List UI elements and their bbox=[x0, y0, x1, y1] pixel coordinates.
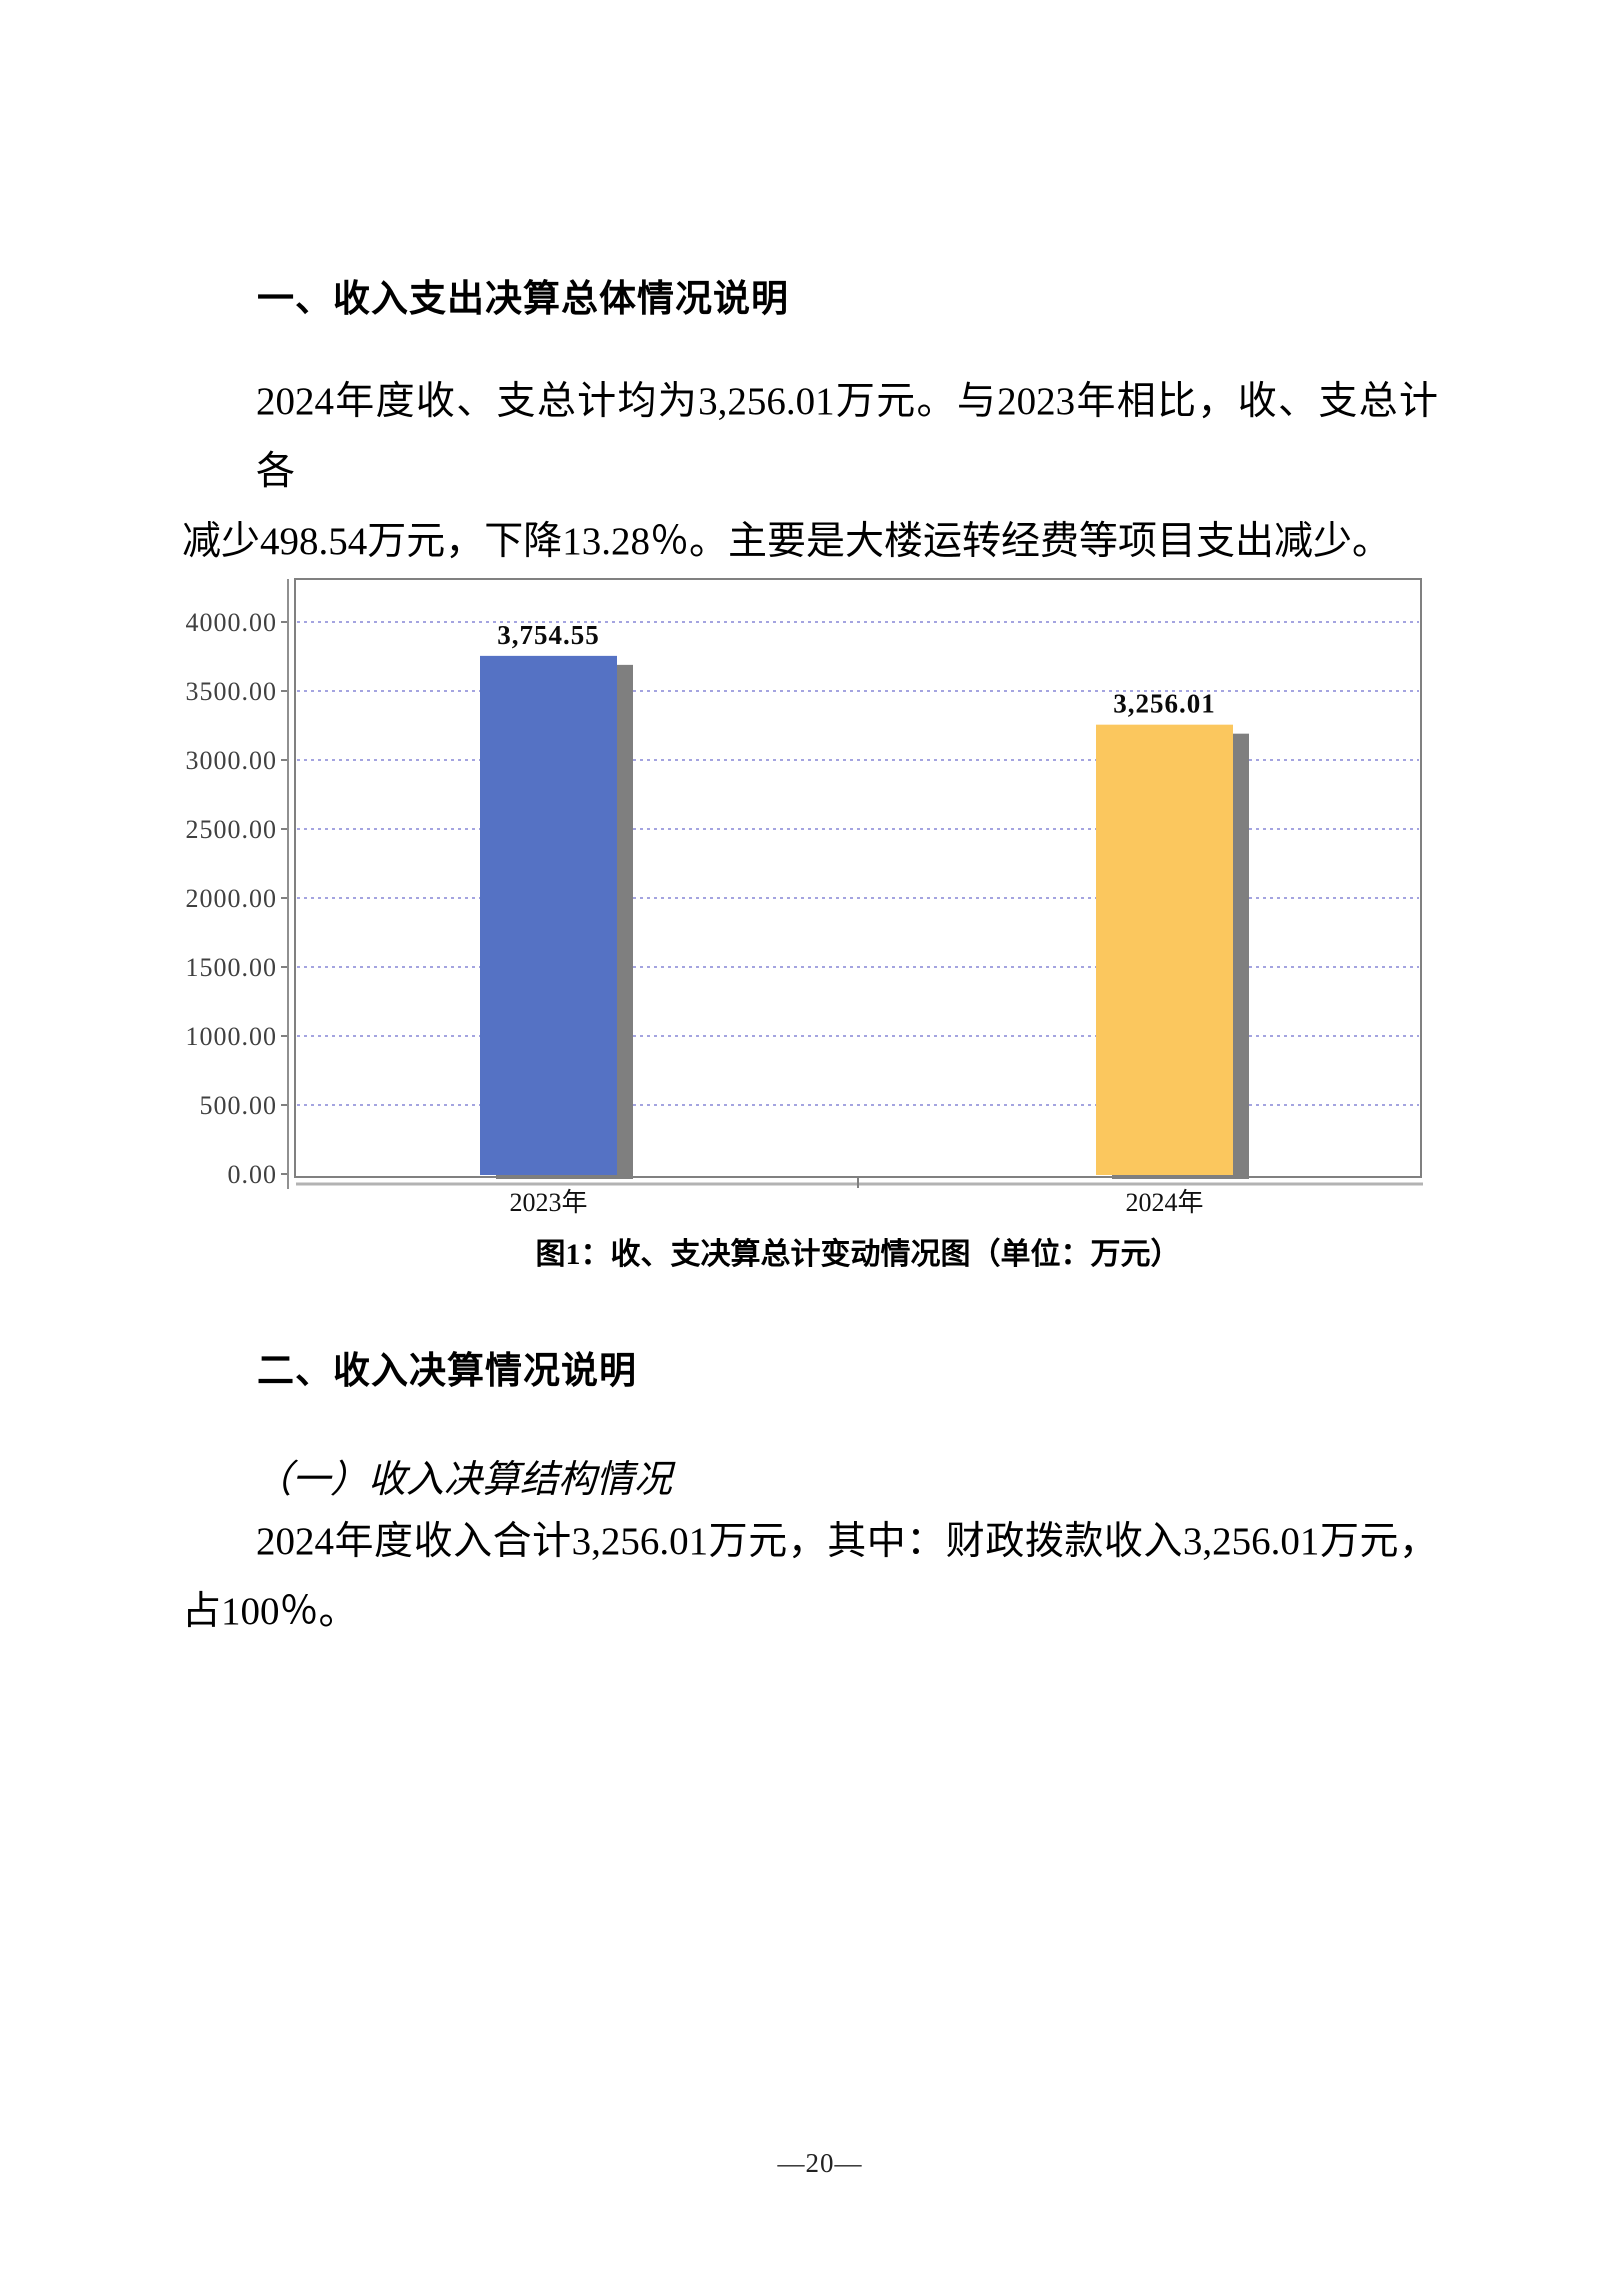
y-tick-label: 1500.00 bbox=[186, 953, 278, 982]
y-tick-label: 2500.00 bbox=[186, 815, 278, 844]
y-tick-label: 4000.00 bbox=[186, 608, 278, 637]
y-tick-label: 3000.00 bbox=[186, 746, 278, 775]
section-1-heading: 一、收入支出决算总体情况说明 bbox=[257, 278, 789, 319]
y-tick-label: 1000.00 bbox=[186, 1022, 278, 1051]
bar-2024年 bbox=[1096, 724, 1233, 1175]
y-tick-label: 3500.00 bbox=[186, 677, 278, 706]
bar-2023年 bbox=[480, 655, 617, 1175]
figure-1-bar-chart: 0.00 500.00 1000.00 1500.00 2000.00 2500.00 30… bbox=[180, 575, 1440, 1235]
y-tick-label: 0.00 bbox=[228, 1160, 278, 1189]
paragraph-2-line-2: 占100％。 bbox=[182, 1590, 358, 1633]
paragraph-1: 2024年度收、支总计均为3,256.01万元。与2023年相比，收、支总计各 … bbox=[182, 367, 1438, 577]
page-number: —20— bbox=[777, 2148, 863, 2178]
paragraph-1-line-2: 减少498.54万元，下降13.28％。主要是大楼运转经费等项目支出减少。 bbox=[182, 520, 1392, 563]
bar-value-label: 3,256.01 bbox=[1113, 689, 1216, 719]
bar-value-label: 3,754.55 bbox=[497, 620, 600, 650]
bar-chart-svg: 0.00 500.00 1000.00 1500.00 2000.00 2500.00 30… bbox=[186, 578, 1423, 1217]
section-2-heading: 二、收入决算情况说明 bbox=[257, 1350, 637, 1391]
subsection-1-heading: （一）收入决算结构情况 bbox=[254, 1459, 673, 1501]
paragraph-2-line-1: 2024年度收入合计3,256.01万元，其中：财政拨款收入3,256.01万元… bbox=[256, 1520, 1438, 1563]
chart-caption: 图1：收、支决算总计变动情况图（单位：万元） bbox=[535, 1238, 1181, 1271]
category-label: 2023年 bbox=[509, 1188, 587, 1217]
y-tick-label: 2000.00 bbox=[186, 884, 278, 913]
y-tick-label: 500.00 bbox=[200, 1091, 278, 1120]
paragraph-1-line-1: 2024年度收、支总计均为3,256.01万元。与2023年相比，收、支总计各 bbox=[256, 380, 1438, 493]
plot-area bbox=[294, 578, 1422, 1178]
category-label: 2024年 bbox=[1125, 1188, 1203, 1217]
paragraph-2: 2024年度收入合计3,256.01万元，其中：财政拨款收入3,256.01万元… bbox=[182, 1507, 1438, 1647]
